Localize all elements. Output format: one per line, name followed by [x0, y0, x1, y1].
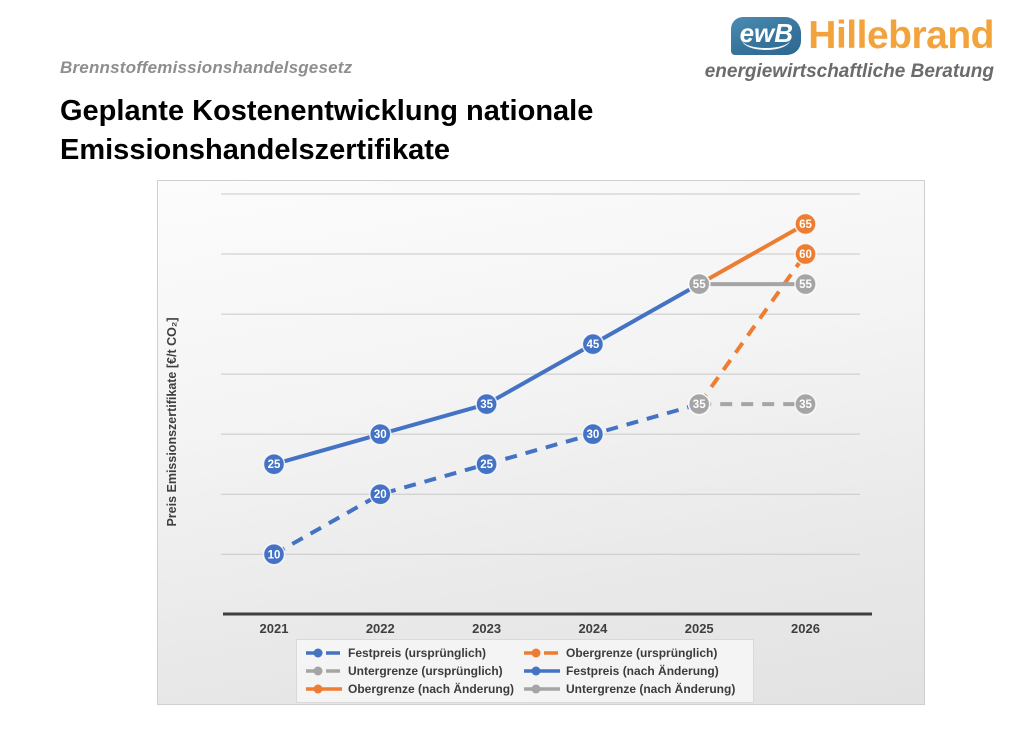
x-tick-label: 2021 — [260, 621, 289, 636]
data-point-label: 55 — [799, 279, 812, 291]
slide-title-line1: Geplante Kostenentwicklung nationale — [60, 95, 594, 127]
data-point-label: 20 — [374, 489, 387, 501]
logo-name: Hillebrand — [808, 14, 994, 57]
data-point-marker — [475, 392, 498, 416]
legend-marker-icon — [306, 684, 342, 694]
legend-item-1: Obergrenze (ursprünglich) — [523, 644, 745, 662]
x-tick-label: 2025 — [685, 621, 714, 636]
data-point-marker — [475, 452, 498, 476]
data-point-label: 55 — [693, 279, 706, 291]
legend-label: Untergrenze (ursprünglich) — [348, 664, 503, 678]
legend-item-0: Festpreis (ursprünglich) — [305, 644, 523, 662]
legend-label: Festpreis (nach Änderung) — [566, 664, 719, 678]
legend-item-2: Untergrenze (ursprünglich) — [305, 662, 523, 680]
logo-badge: ewB — [731, 17, 802, 55]
legend-marker-icon — [524, 684, 560, 694]
data-point-marker — [262, 452, 286, 476]
data-point-marker — [369, 482, 392, 506]
eyebrow-text: Brennstoffemissionshandelsgesetz — [60, 58, 353, 77]
data-point-marker — [581, 422, 605, 446]
data-point-marker — [369, 422, 392, 446]
x-tick-label: 2022 — [366, 621, 395, 636]
slide-title: Geplante Kostenentwicklung nationale Emi… — [60, 92, 593, 170]
data-point-label: 35 — [480, 399, 493, 411]
data-point-label: 30 — [374, 429, 387, 441]
data-point-marker — [794, 272, 817, 296]
legend-marker-icon — [524, 666, 560, 676]
series-line-1 — [697, 252, 808, 406]
y-axis-label: Preis Emissionszertifikate [€/t CO₂] — [165, 317, 179, 526]
legend-marker-icon — [524, 648, 560, 658]
x-tick-label: 2026 — [791, 621, 820, 636]
data-point-label: 30 — [587, 429, 600, 441]
data-point-marker — [687, 272, 711, 296]
slide-title-line2: Emissionshandelszertifikate — [60, 134, 451, 166]
logo-tagline: energiewirtschaftliche Beratung — [704, 61, 994, 82]
data-point-label: 65 — [799, 219, 812, 231]
x-tick-label: 2024 — [578, 621, 608, 636]
data-point-label: 35 — [799, 399, 812, 411]
legend-label: Obergrenze (ursprünglich) — [566, 646, 718, 660]
series-line-4 — [698, 222, 807, 286]
legend-marker-icon — [306, 666, 342, 676]
data-point-label: 60 — [799, 249, 812, 261]
logo-swoosh-icon — [742, 40, 791, 50]
legend-label: Untergrenze (nach Änderung) — [566, 682, 736, 696]
data-point-marker — [794, 212, 817, 236]
x-tick-label: 2023 — [472, 621, 501, 636]
data-point-label: 10 — [268, 549, 281, 561]
chart-legend: Festpreis (ursprünglich) Obergrenze (ursp… — [296, 639, 754, 703]
chart-panel: 2021 2022 2023 2024 2025 2026 Preis Emissionsz… — [157, 180, 925, 705]
legend-label: Obergrenze (nach Änderung) — [348, 682, 515, 696]
data-point-marker — [687, 392, 711, 416]
series-line-0 — [273, 402, 700, 557]
data-point-label: 25 — [480, 459, 493, 471]
data-point-label: 25 — [268, 459, 281, 471]
data-point-marker — [794, 242, 817, 266]
legend-item-4: Obergrenze (nach Änderung) — [305, 680, 523, 698]
data-point-label: 45 — [587, 339, 600, 351]
company-logo: ewB Hillebrand energiewirtschaftliche Be… — [704, 14, 995, 83]
data-point-marker — [581, 332, 605, 356]
logo-row: ewB Hillebrand — [705, 14, 994, 58]
legend-marker-icon — [306, 648, 342, 658]
data-point-marker — [262, 543, 286, 566]
legend-item-5: Untergrenze (nach Änderung) — [523, 680, 745, 698]
data-point-label: 35 — [693, 399, 706, 411]
data-point-marker — [794, 392, 817, 416]
legend-item-3: Festpreis (nach Änderung) — [523, 662, 745, 680]
legend-label: Festpreis (ursprünglich) — [348, 646, 487, 660]
